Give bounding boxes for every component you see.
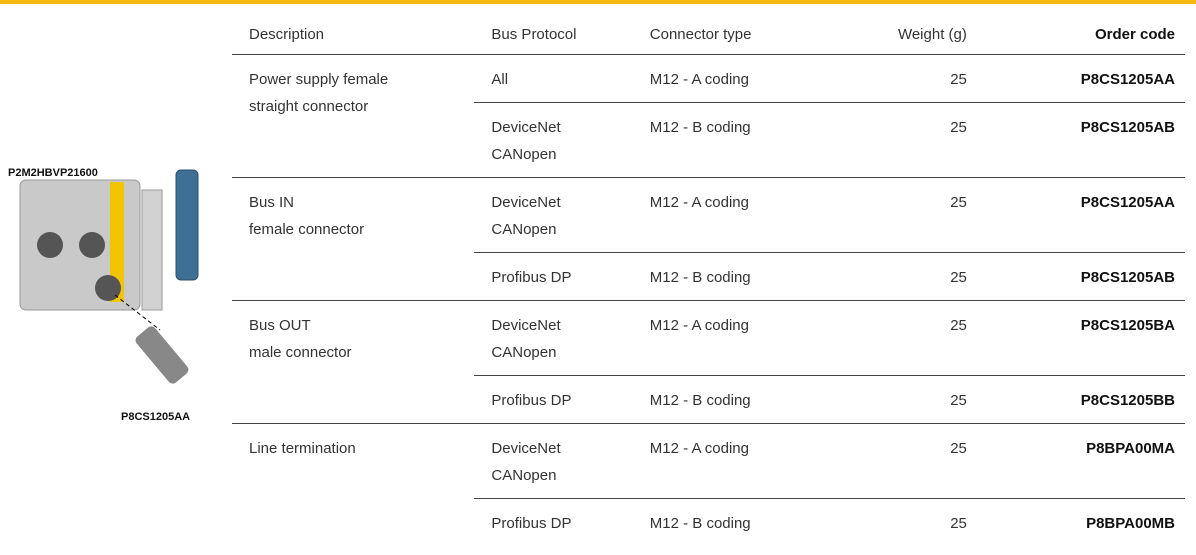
weight-cell: 25 [817,423,997,499]
module-label: P2M2HBVP21600 [8,167,98,179]
description-line: male connector [249,344,352,361]
description-cell: Bus IN female connector [232,177,475,301]
weight-cell: 25 [817,252,997,301]
order-code-cell: P8BPA00MB [996,498,1185,546]
connector-cell: M12 - B coding [632,498,817,546]
order-code-cell: P8CS1205BA [996,300,1185,376]
protocol-line: DeviceNet [491,317,561,334]
weight-cell: 25 [817,375,997,424]
description-cell: Bus OUT male connector [232,300,475,424]
protocol-line: CANopen [491,146,557,163]
table-row: Profibus DP M12 - B coding 25 P8CS1205AB [232,252,1185,301]
connector-label: P8CS1205AA [121,411,191,423]
description-line: female connector [249,221,365,238]
connector-cell: M12 - A coding [632,423,817,499]
top-rule [0,0,1196,4]
protocol-line: CANopen [491,467,557,484]
order-code-cell: P8BPA00MA [996,423,1185,499]
connector-cell: M12 - B coding [632,102,817,178]
protocol-line: All [491,71,509,88]
connector-cell: M12 - A coding [649,71,749,88]
order-code-cell: P8CS1205BB [996,375,1185,424]
order-code-cell: P8CS1205AA [996,177,1185,253]
table-row: Profibus DP M12 - B coding 25 P8BPA00MB [232,498,1185,546]
protocol-cell: DeviceNet CANopen [474,177,633,253]
table-row: Bus IN female connector DeviceNet CANopen M1… [232,177,1185,301]
weight-cell: 25 [817,177,997,253]
column-header: Bus Protocol [474,18,633,55]
description-line: Power supply female [249,71,389,88]
protocol-line: CANopen [491,344,557,361]
description-cell: Power supply female straight connector [232,55,474,178]
weight-cell: 25 [817,102,997,178]
connector-cell: M12 - B coding [632,375,817,424]
table-row: Bus OUT male connector DeviceNet CANopen M12… [232,300,1185,424]
protocol-cell: DeviceNet CANopen [474,423,633,499]
connector-cell: M12 - A coding [632,300,817,376]
protocol-line: DeviceNet [491,194,561,211]
table-row: Line termination DeviceNet CANopen M12 - A … [232,423,1185,546]
protocol-line: CANopen [491,221,557,238]
column-header: Weight (g) [817,18,997,55]
protocol-line: DeviceNet [491,440,561,457]
connector-cell: M12 - A coding [632,177,817,253]
protocol-cell: Profibus DP [474,498,633,546]
protocol-cell: Profibus DP [474,252,633,301]
protocol-line: Profibus DP [491,392,572,409]
order-code-cell: P8CS1205AB [996,102,1185,178]
order-table: Description Bus Protocol Connector type Wei… [232,18,1185,546]
protocol-cell: Profibus DP [474,375,633,424]
protocol-line: Profibus DP [491,269,572,286]
description-line: Line termination [249,440,356,457]
description-cell: Line termination [232,423,475,546]
weight-cell: 25 [950,71,967,88]
protocol-line: Profibus DP [491,515,572,532]
order-code-cell: P8CS1205AA [1080,71,1175,88]
table-row: DeviceNet CANopen M12 - B coding 25 P8CS1205… [232,102,1185,178]
weight-cell: 25 [817,498,997,546]
protocol-cell: DeviceNet CANopen [474,102,633,178]
table-row: Profibus DP M12 - B coding 25 P8CS1205BB [232,375,1185,424]
column-header: Order code [996,18,1185,55]
order-code-cell: P8CS1205AB [996,252,1185,301]
protocol-cell: All [474,55,632,103]
connector-cell: M12 - B coding [632,252,817,301]
column-header: Description [232,18,475,55]
weight-cell: 25 [817,300,997,376]
column-header: Connector type [632,18,817,55]
description-line: straight connector [249,98,369,115]
description-line: Bus OUT [249,317,311,334]
protocol-line: DeviceNet [491,119,561,136]
product-image [19,169,199,384]
protocol-cell: DeviceNet CANopen [474,300,633,376]
table-row: Power supply female straight connector All… [232,55,1185,115]
description-line: Bus IN [249,194,295,211]
